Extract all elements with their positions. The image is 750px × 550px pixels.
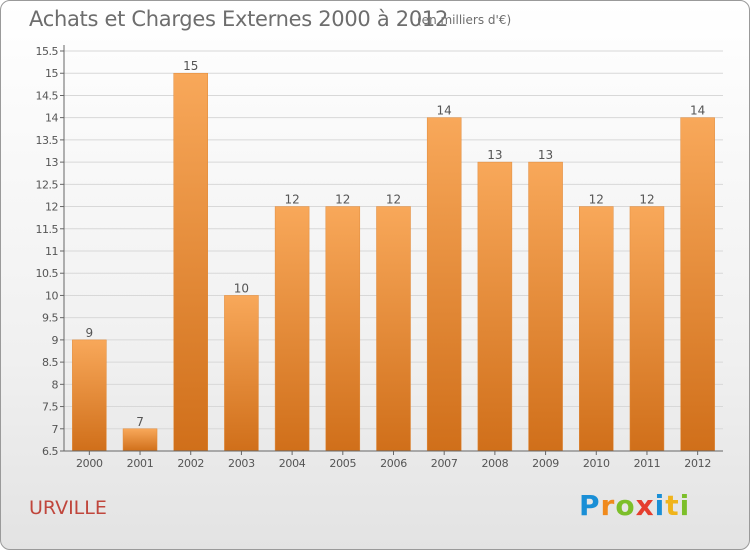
bar [72, 339, 107, 452]
y-tick-label: 11 [45, 245, 58, 258]
x-tick-label: 2000 [76, 457, 103, 470]
data-label: 12 [284, 193, 299, 207]
y-tick-label: 9.5 [42, 312, 58, 325]
data-label: 12 [335, 193, 350, 207]
data-label: 13 [538, 148, 553, 162]
data-label: 10 [234, 281, 249, 295]
x-tick-label: 2012 [684, 457, 711, 470]
y-tick-label: 15 [45, 67, 58, 80]
x-tick-label: 2008 [481, 457, 508, 470]
logo-letter: i [654, 489, 666, 522]
bar [528, 161, 563, 452]
x-tick-label: 2011 [634, 457, 661, 470]
data-label: 9 [86, 326, 94, 340]
chart-subtitle: (en milliers d'€) [417, 13, 512, 27]
bar [325, 206, 361, 452]
y-tick-label: 10.5 [36, 267, 59, 280]
y-tick-label: 8.5 [42, 356, 58, 369]
y-tick-label: 12.5 [36, 178, 59, 191]
y-tick-label: 13.5 [36, 134, 59, 147]
y-tick-label: 7 [52, 423, 59, 436]
bar [680, 117, 715, 452]
data-label: 13 [487, 148, 502, 162]
commune-name: URVILLE [29, 497, 107, 519]
y-tick-label: 13 [45, 156, 58, 169]
y-tick-label: 10 [45, 289, 58, 302]
data-label: 7 [136, 415, 144, 429]
x-tick-label: 2004 [279, 457, 306, 470]
logo-letter: x [635, 489, 655, 522]
bar [579, 206, 614, 452]
bar [173, 72, 208, 452]
bar [224, 295, 259, 452]
data-label: 12 [639, 193, 654, 207]
y-ticks: 6.5 7 7.5 8 8.5 9 9.5 10 10.5 11 11.5 12 12.5 13 13.5 1… [36, 45, 64, 458]
y-tick-label: 12 [45, 201, 58, 214]
x-tick-label: 2005 [329, 457, 356, 470]
bars [72, 72, 715, 452]
x-tick-label: 2007 [431, 457, 458, 470]
bar [629, 206, 665, 452]
x-tick-label: 2009 [532, 457, 559, 470]
data-label: 12 [386, 193, 401, 207]
logo-letter: t [665, 489, 680, 522]
logo-letter: o [615, 489, 636, 522]
x-tick-label: 2002 [177, 457, 204, 470]
x-tick-label: 2001 [127, 457, 154, 470]
bar [376, 206, 411, 452]
bar [426, 117, 462, 452]
logo-letter: r [600, 489, 616, 522]
data-label: 15 [183, 59, 198, 73]
bar [477, 161, 513, 452]
y-tick-label: 8 [52, 378, 59, 391]
data-labels: 9 7 15 10 12 12 12 14 13 13 12 12 14 [86, 59, 706, 429]
y-tick-label: 14.5 [36, 89, 59, 102]
x-tick-label: 2006 [380, 457, 407, 470]
proxiti-logo: Proxiti [579, 489, 690, 522]
x-tick-label: 2010 [583, 457, 610, 470]
x-ticks: 2000 2001 2002 2003 2004 2005 2006 2007 2008 2009… [76, 451, 711, 470]
data-label: 14 [437, 104, 452, 118]
data-label: 12 [589, 193, 604, 207]
y-tick-label: 15.5 [36, 45, 59, 58]
y-tick-label: 11.5 [36, 223, 59, 236]
x-tick-label: 2003 [228, 457, 255, 470]
y-tick-label: 7.5 [42, 401, 58, 414]
y-tick-label: 14 [45, 112, 58, 125]
chart-title: Achats et Charges Externes 2000 à 2012 [29, 7, 449, 31]
y-tick-label: 9 [52, 334, 59, 347]
y-tick-label: 6.5 [42, 445, 58, 458]
logo-letter: i [679, 489, 691, 522]
logo-letter: P [579, 489, 601, 522]
bar [122, 428, 158, 452]
data-label: 14 [690, 104, 705, 118]
bar [274, 206, 310, 452]
